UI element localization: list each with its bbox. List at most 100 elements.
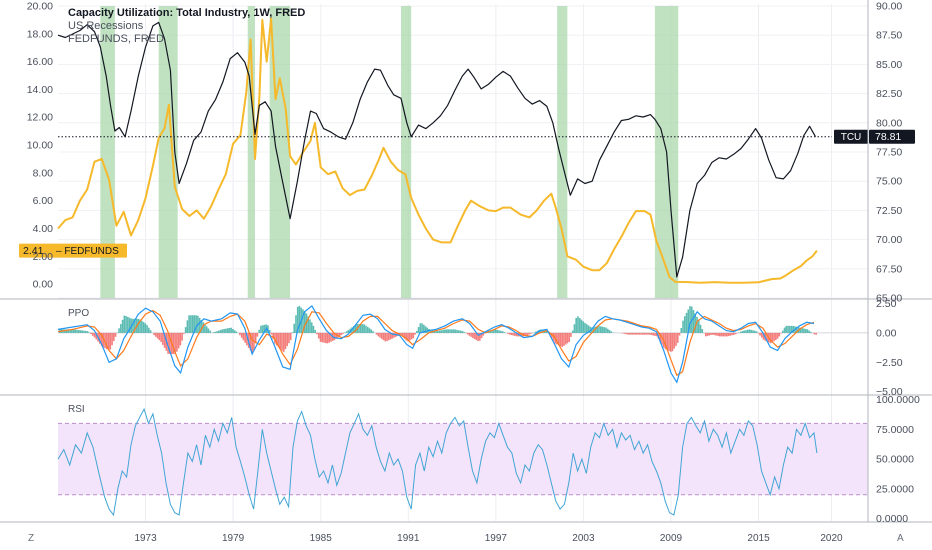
ppo-histogram-bar — [323, 332, 325, 343]
ppo-histogram-bar — [267, 325, 269, 333]
ppo-histogram-bar — [655, 332, 658, 337]
ppo-histogram-bar — [711, 332, 714, 335]
ppo-histogram-bar — [624, 332, 627, 334]
ppo-histogram-bar — [76, 329, 78, 333]
ppo-histogram-bar — [790, 325, 793, 333]
fedfunds-badge-box — [19, 243, 127, 258]
ppo-histogram-bar — [223, 328, 225, 333]
ppo-histogram-bar — [295, 315, 297, 333]
ppo-histogram-bar — [284, 332, 287, 350]
ppo-histogram-bar — [127, 316, 129, 333]
tcu-line — [57, 21, 817, 278]
ppo-histogram-bar — [696, 316, 698, 333]
ppo-histogram-bar — [685, 312, 688, 333]
corner-right-label[interactable]: A — [897, 533, 904, 544]
ppo-histogram-bar — [174, 332, 176, 355]
ppo-histogram-bar — [631, 332, 634, 335]
ppo-histogram-bar — [377, 332, 380, 337]
ppo-histogram-bar — [680, 328, 683, 333]
ppo-histogram-bar — [500, 330, 502, 333]
ppo-histogram-bar — [417, 327, 420, 333]
ppo-histogram-bar — [314, 330, 317, 333]
x-tick-label: 1979 — [222, 533, 245, 544]
ppo-histogram-bar — [70, 329, 73, 333]
ppo-histogram-bar — [589, 326, 591, 333]
rsi-band-fill — [58, 423, 868, 495]
right-tick-label: 75.00 — [876, 176, 902, 188]
ppo-histogram-bar — [263, 324, 266, 333]
ppo-histogram-bar — [773, 332, 775, 342]
ppo-histogram-bar — [627, 332, 630, 335]
ppo-histogram-bar — [451, 329, 453, 333]
ppo-histogram-bar — [570, 332, 572, 337]
ppo-line — [57, 304, 815, 384]
ppo-histogram-bar — [72, 329, 75, 333]
ppo-histogram-bar — [664, 332, 667, 350]
ppo-histogram-bar — [169, 332, 171, 355]
series-lines — [57, 17, 818, 517]
ppo-histogram-bar — [636, 332, 639, 335]
ppo-histogram-bar — [733, 332, 735, 335]
ppo-histogram-bar — [191, 315, 194, 333]
ppo-histogram-bar — [643, 332, 646, 335]
ppo-histogram-bar — [634, 332, 637, 335]
ppo-histogram-bar — [647, 332, 649, 335]
ppo-histogram-bar — [718, 332, 721, 337]
ppo-histogram-bar — [769, 332, 772, 344]
ppo-histogram-bar — [641, 332, 644, 335]
ppo-histogram-bar — [260, 325, 262, 333]
ppo-histogram-bar — [694, 313, 697, 333]
ppo-histogram-bar — [212, 332, 215, 333]
ppo-histogram-bar — [125, 316, 127, 333]
ppo-histogram-bar — [419, 323, 422, 333]
ppo-histogram-bar — [321, 332, 324, 343]
ppo-histogram-bar — [578, 317, 581, 333]
ppo-histogram-bar — [93, 332, 96, 338]
ppo-histogram-bar — [92, 332, 94, 336]
ppo-histogram-bar — [107, 332, 110, 350]
ppo-histogram-bar — [235, 331, 238, 333]
ppo-histogram-bar — [167, 332, 169, 354]
ppo-histogram-bar — [463, 331, 465, 333]
ppo-histogram-bar — [368, 328, 371, 333]
ppo-histogram-bar — [225, 328, 227, 333]
ppo-histogram-bar — [480, 332, 483, 339]
ppo-histogram-bar — [128, 317, 131, 333]
ppo-histogram-bar — [801, 328, 803, 333]
ppo-histogram-bar — [153, 332, 155, 336]
ppo-tick-label: −5.00 — [876, 386, 903, 398]
ppo-histogram-bar — [359, 324, 362, 333]
ppo-tick-label: 2.50 — [876, 298, 897, 310]
legend-recessions: US Recessions — [68, 20, 144, 32]
ppo-histogram-bar — [317, 332, 320, 339]
ppo-histogram-bar — [740, 331, 742, 333]
corner-left-label[interactable]: Z — [28, 533, 35, 544]
ppo-histogram-bar — [510, 332, 513, 336]
ppo-histogram-bar — [752, 330, 754, 333]
ppo-histogram-bar — [430, 329, 432, 333]
ppo-histogram-bar — [659, 332, 662, 342]
ppo-histogram-bar — [678, 332, 681, 336]
left-tick-label: 18.00 — [27, 28, 53, 40]
ppo-histogram-bar — [479, 332, 481, 341]
fedfunds-badge-value: 2.41 — [23, 245, 44, 257]
ppo-histogram-bar — [557, 332, 560, 346]
ppo-histogram-bar — [328, 332, 331, 343]
ppo-histogram-bar — [137, 318, 140, 333]
ppo-histogram-bar — [727, 332, 730, 337]
ppo-histogram-bar — [472, 332, 474, 338]
ppo-histogram-bar — [261, 325, 264, 333]
ppo-histogram-bar — [141, 320, 143, 333]
ppo-histogram-bar — [494, 329, 497, 333]
ppo-histogram-bar — [640, 332, 642, 335]
ppo-pane-label: PPO — [68, 308, 90, 319]
ppo-histogram-bar — [309, 319, 311, 333]
ppo-histogram-bar — [585, 324, 588, 333]
ppo-histogram-bar — [697, 320, 700, 333]
ppo-histogram-bar — [704, 332, 707, 337]
ppo-histogram-bar — [310, 322, 313, 333]
left-tick-label: 6.00 — [33, 195, 54, 207]
ppo-histogram-bar — [692, 310, 695, 333]
ppo-histogram-bar — [393, 332, 395, 338]
ppo-histogram-bar — [423, 324, 425, 333]
